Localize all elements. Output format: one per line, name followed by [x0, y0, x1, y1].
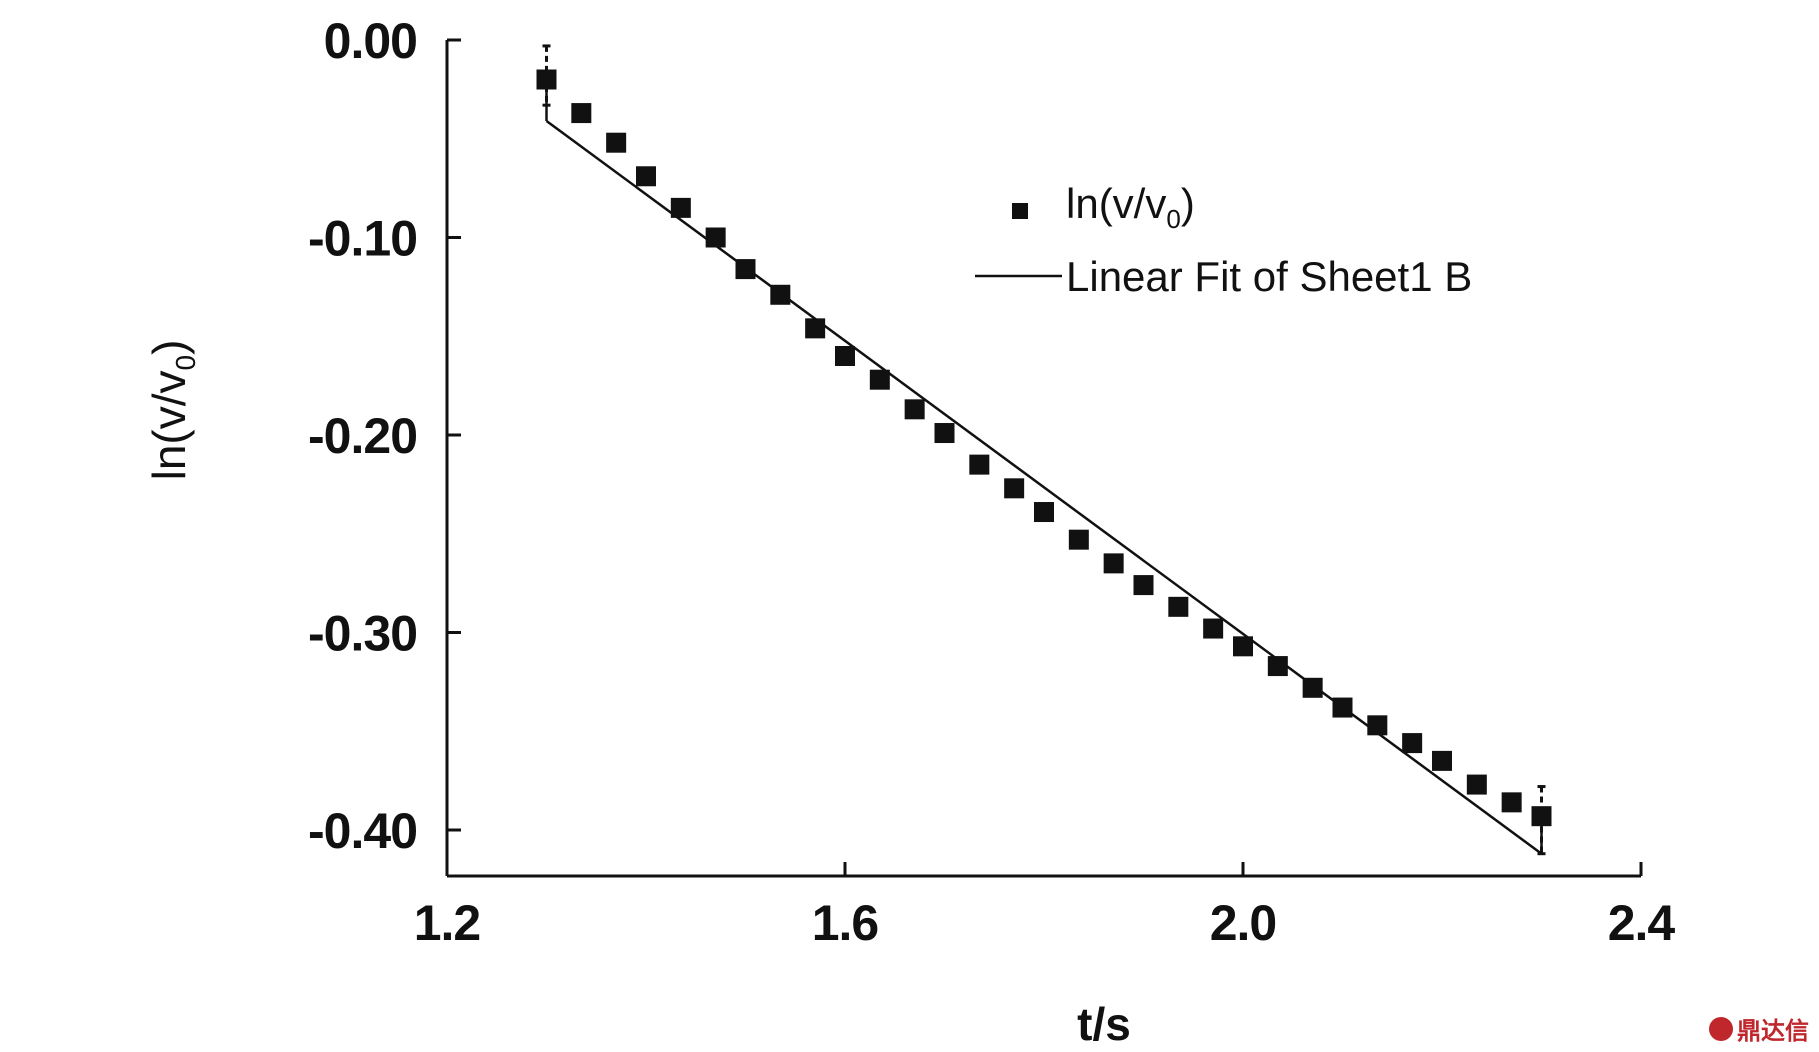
- axes: 0.00 -0.10 -0.20 -0.30 -0.40 1.2 1.6 2.0 2.4: [308, 13, 1676, 951]
- data-point: [1267, 656, 1288, 677]
- y-axis-title-main: ln(v/v: [143, 371, 195, 481]
- data-point: [1168, 596, 1189, 617]
- x-tick-label: 2.4: [1608, 895, 1676, 951]
- data-point: [1501, 792, 1522, 813]
- data-point: [835, 346, 855, 366]
- data-point: [1332, 697, 1353, 718]
- data-point: [670, 197, 691, 218]
- legend-label-fit: Linear Fit of Sheet1 B: [1066, 253, 1472, 300]
- legend-marker-square: [1012, 203, 1028, 219]
- data-point: [606, 132, 627, 153]
- legend-label-scatter: ln(v/v0): [1066, 180, 1195, 234]
- plot-area: [536, 44, 1552, 856]
- data-point: [1402, 733, 1423, 754]
- y-tick-label: -0.20: [308, 408, 417, 464]
- data-point: [705, 227, 726, 248]
- legend: ln(v/v0) Linear Fit of Sheet1 B: [975, 180, 1472, 300]
- data-point: [1034, 502, 1054, 523]
- data-point: [1233, 636, 1253, 657]
- y-tick-label: -0.40: [308, 803, 417, 859]
- data-point: [735, 259, 756, 280]
- y-axis-title: ln(v/v0): [143, 340, 201, 481]
- data-point: [1068, 529, 1089, 550]
- data-point: [904, 399, 925, 420]
- data-point: [1203, 618, 1224, 639]
- y-axis-title-subscript: 0: [170, 355, 201, 371]
- data-point: [536, 69, 557, 90]
- data-point: [1466, 774, 1487, 795]
- data-point: [1531, 806, 1552, 827]
- data-point: [1004, 478, 1025, 499]
- data-point: [1302, 677, 1323, 698]
- legend-label-scatter-main: ln(v/v: [1066, 180, 1166, 227]
- y-axis-title-close: ): [143, 340, 195, 355]
- x-axis-title: t/s: [1077, 998, 1131, 1050]
- legend-label-scatter-close: ): [1181, 180, 1195, 227]
- data-point: [1103, 553, 1124, 574]
- watermark: 鼎达信: [1709, 1011, 1809, 1046]
- data-point: [770, 284, 791, 305]
- data-point: [934, 423, 955, 444]
- data-point: [571, 103, 592, 124]
- legend-label-scatter-subscript: 0: [1166, 204, 1180, 234]
- data-point: [636, 166, 656, 187]
- x-tick-label: 1.2: [414, 895, 481, 951]
- watermark-text: 鼎达信: [1737, 1017, 1809, 1045]
- data-point: [805, 318, 826, 339]
- data-point: [969, 454, 990, 475]
- y-tick-label: -0.30: [308, 606, 417, 662]
- fit-line: [545, 119, 1543, 855]
- data-point: [1432, 750, 1452, 771]
- data-point: [869, 369, 890, 390]
- data-point: [1133, 575, 1154, 596]
- x-tick-label: 2.0: [1210, 895, 1277, 951]
- data-point: [1367, 715, 1388, 736]
- y-tick-label: 0.00: [324, 13, 417, 69]
- x-tick-label: 1.6: [812, 895, 879, 951]
- y-tick-label: -0.10: [308, 211, 417, 267]
- watermark-logo-icon: [1709, 1016, 1733, 1041]
